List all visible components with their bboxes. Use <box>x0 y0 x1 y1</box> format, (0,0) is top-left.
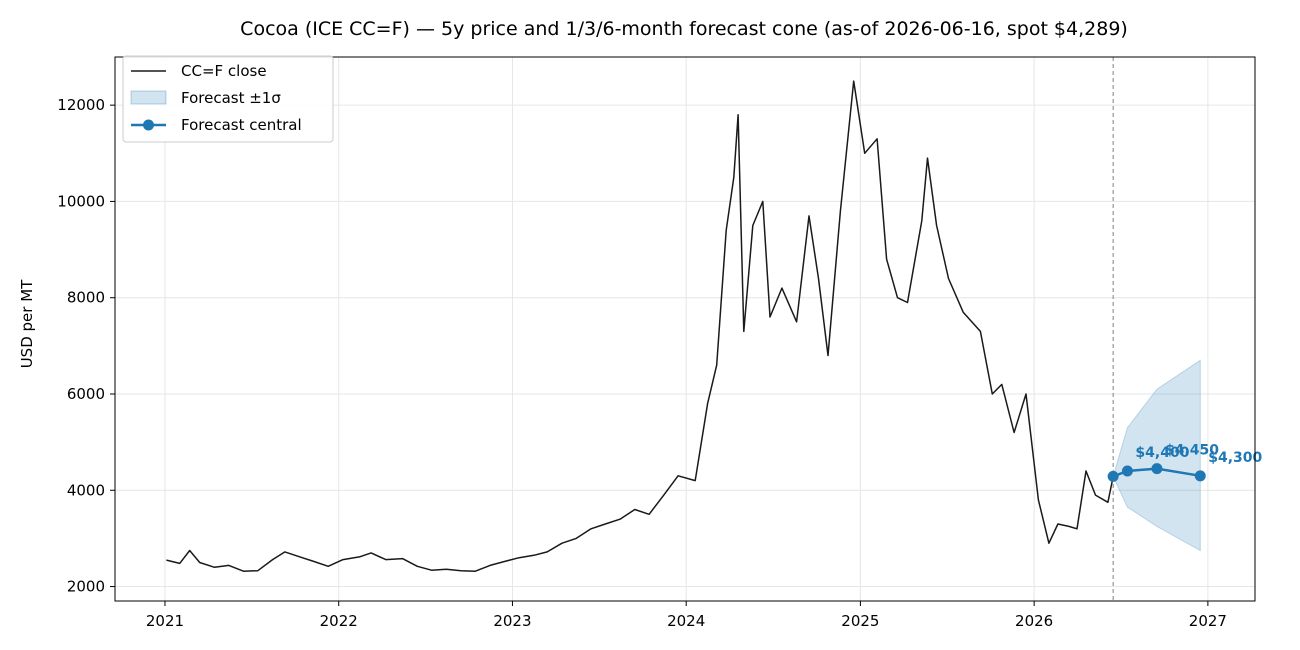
y-tick-label: 10000 <box>57 192 105 210</box>
y-tick-label: 4000 <box>67 481 105 499</box>
forecast-band <box>1112 359 1201 552</box>
forecast-value-label: $4,400 <box>1135 445 1189 461</box>
x-tick-label: 2024 <box>667 612 705 630</box>
grid <box>115 57 1255 601</box>
y-axis: 2000 4000 6000 8000 10000 12000 <box>57 96 115 596</box>
forecast-point <box>1151 463 1163 475</box>
x-axis: 2021 2022 2023 2024 2025 2026 2027 <box>146 601 1227 630</box>
close-series-layer <box>166 80 1114 572</box>
legend-forecast-swatch-marker <box>143 119 154 131</box>
x-tick-label: 2025 <box>841 612 879 630</box>
forecast-value-label: $4,450 <box>1165 443 1219 459</box>
x-tick-label: 2023 <box>493 612 531 630</box>
legend-box <box>122 55 334 143</box>
x-tick-label: 2026 <box>1015 612 1053 630</box>
y-tick-label: 12000 <box>57 96 105 114</box>
chart-title: Cocoa (ICE CC=F) — 5y price and 1/3/6-mo… <box>240 18 1128 40</box>
forecast-point <box>1121 465 1133 477</box>
legend-band-swatch <box>130 90 167 105</box>
forecast-band-layer <box>1112 359 1201 552</box>
forecast-point <box>1107 470 1119 482</box>
forecast-point <box>1194 470 1206 482</box>
x-tick-label: 2027 <box>1189 612 1227 630</box>
legend: CC=F close Forecast ±1σ Forecast central <box>122 55 334 143</box>
legend-band-label: Forecast ±1σ <box>181 89 281 107</box>
y-axis-label: USD per MT <box>18 279 36 368</box>
close-price-line <box>166 80 1114 572</box>
forecast-central-line <box>1112 467 1201 478</box>
plot-frame <box>114 56 1256 602</box>
x-tick-label: 2022 <box>320 612 358 630</box>
x-tick-label: 2021 <box>146 612 184 630</box>
y-tick-label: 8000 <box>67 289 105 307</box>
forecast-value-label: $4,300 <box>1208 450 1262 466</box>
y-tick-label: 6000 <box>67 385 105 403</box>
legend-forecast-label: Forecast central <box>181 116 302 134</box>
y-tick-label: 2000 <box>67 578 105 596</box>
forecast-central-layer: $4,400$4,450$4,300 <box>1107 443 1263 482</box>
legend-close-label: CC=F close <box>181 62 267 80</box>
